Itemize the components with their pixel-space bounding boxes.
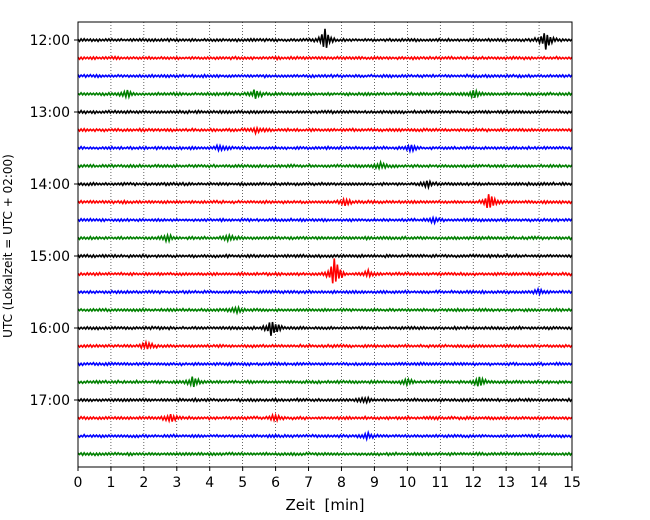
trace-1530	[77, 286, 573, 297]
y-tick-label: 14:00	[30, 177, 70, 193]
trace-1345	[77, 159, 573, 171]
trace-1545	[77, 304, 573, 316]
trace-1230	[77, 73, 573, 79]
x-tick-label: 12	[464, 475, 482, 491]
x-tick-label: 5	[238, 475, 247, 491]
trace-1615	[77, 339, 573, 351]
x-tick-label: 9	[370, 475, 379, 491]
trace-1745	[77, 451, 573, 457]
x-tick-label: 8	[337, 475, 346, 491]
x-tick-label: 4	[205, 475, 214, 491]
y-tick-label: 13:00	[30, 105, 70, 121]
x-tick-label: 10	[398, 475, 416, 491]
trace-1200	[77, 28, 573, 50]
trace-1315	[77, 125, 573, 137]
x-tick-label: 6	[271, 475, 280, 491]
trace-1430	[77, 215, 573, 226]
plot-frame	[77, 21, 573, 468]
y-tick-label: 17:00	[30, 393, 70, 409]
trace-1300	[77, 109, 573, 115]
trace-1630	[77, 361, 573, 367]
x-tick-label: 11	[431, 475, 449, 491]
y-axis-label: UTC (Lokalzeit = UTC + 02:00)	[1, 154, 15, 338]
trace-1415	[77, 194, 573, 208]
y-tick-label: 12:00	[30, 33, 70, 49]
y-tick-label: 15:00	[30, 249, 70, 265]
y-axis-ticks: 12:00 13:00 14:00 15:00 16:00 17:00	[30, 33, 78, 409]
trace-1500	[77, 253, 573, 260]
trace-1330	[77, 143, 573, 155]
trace-1715	[77, 412, 573, 424]
trace-1700	[77, 395, 573, 405]
trace-1515	[77, 258, 573, 284]
trace-1645	[77, 375, 573, 388]
x-tick-label: 1	[106, 475, 115, 491]
x-axis-label: Zeit [min]	[285, 496, 364, 514]
x-tick-label: 13	[497, 475, 515, 491]
trace-1215	[77, 55, 573, 62]
seismogram-traces	[77, 28, 573, 457]
x-tick-label: 7	[304, 475, 313, 491]
x-tick-label: 3	[172, 475, 181, 491]
trace-1730	[77, 429, 573, 443]
x-tick-label: 14	[530, 475, 548, 491]
trace-1245	[77, 87, 573, 101]
y-tick-label: 16:00	[30, 321, 70, 337]
x-tick-label: 2	[139, 475, 148, 491]
x-axis-ticks: 0 1 2 3 4 5 6 7 8 9 10 11 12 13 14 15	[74, 467, 581, 491]
x-tick-label: 0	[74, 475, 83, 491]
x-tick-label: 15	[563, 475, 581, 491]
trace-1445	[77, 232, 573, 245]
trace-1400	[77, 179, 573, 191]
trace-1600	[77, 321, 573, 336]
